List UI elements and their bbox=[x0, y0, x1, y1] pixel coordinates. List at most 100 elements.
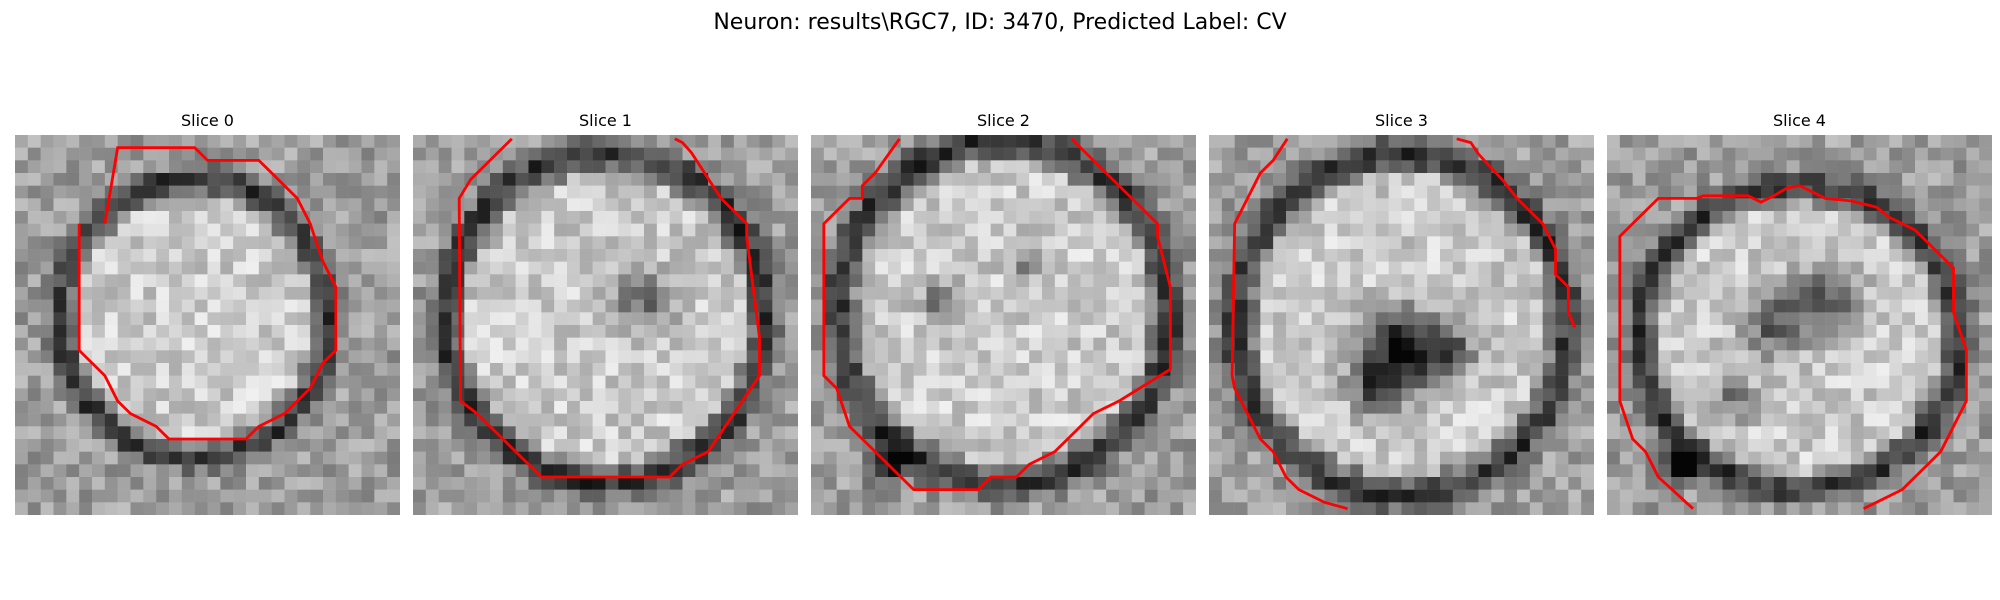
image-pixel bbox=[1645, 401, 1659, 414]
image-pixel bbox=[1067, 350, 1081, 364]
image-pixel bbox=[451, 502, 465, 515]
image-pixel bbox=[1825, 439, 1839, 452]
image-pixel bbox=[1350, 401, 1364, 414]
image-pixel bbox=[1363, 261, 1377, 275]
image-pixel bbox=[965, 198, 979, 212]
image-pixel bbox=[1221, 388, 1235, 402]
image-pixel bbox=[169, 135, 183, 148]
image-pixel bbox=[952, 299, 966, 313]
image-pixel bbox=[348, 287, 362, 300]
image-pixel bbox=[1388, 426, 1402, 440]
image-pixel bbox=[836, 147, 850, 161]
image-pixel bbox=[900, 502, 914, 515]
image-pixel bbox=[977, 249, 991, 262]
image-pixel bbox=[79, 312, 93, 326]
image-pixel bbox=[1735, 401, 1749, 414]
image-pixel bbox=[1761, 401, 1775, 414]
image-pixel bbox=[1773, 299, 1787, 313]
image-pixel bbox=[1684, 426, 1698, 440]
image-pixel bbox=[1144, 337, 1158, 351]
image-pixel bbox=[554, 350, 568, 364]
image-pixel bbox=[1106, 274, 1120, 288]
image-pixel bbox=[438, 198, 452, 212]
image-pixel bbox=[374, 287, 388, 300]
image-pixel bbox=[438, 274, 452, 288]
image-pixel bbox=[1863, 464, 1877, 478]
image-pixel bbox=[1029, 287, 1043, 300]
image-pixel bbox=[1709, 363, 1723, 376]
image-pixel bbox=[502, 337, 516, 351]
image-pixel bbox=[695, 375, 709, 389]
image-pixel bbox=[1902, 439, 1916, 452]
image-pixel bbox=[1093, 375, 1107, 389]
image-pixel bbox=[1414, 135, 1428, 148]
image-pixel bbox=[1209, 337, 1223, 351]
image-pixel bbox=[233, 236, 247, 250]
image-pixel bbox=[669, 451, 683, 465]
image-pixel bbox=[1054, 185, 1068, 199]
image-pixel bbox=[1414, 426, 1428, 440]
image-pixel bbox=[515, 173, 529, 186]
image-pixel bbox=[888, 299, 902, 313]
image-pixel bbox=[1029, 312, 1043, 326]
image-pixel bbox=[952, 388, 966, 402]
image-pixel bbox=[541, 312, 555, 326]
image-pixel bbox=[220, 211, 234, 224]
image-pixel bbox=[130, 198, 144, 212]
image-pixel bbox=[1632, 223, 1646, 237]
image-pixel bbox=[40, 274, 54, 288]
image-pixel bbox=[1915, 388, 1929, 402]
image-pixel bbox=[669, 185, 683, 199]
image-pixel bbox=[1748, 261, 1762, 275]
image-pixel bbox=[40, 185, 54, 199]
image-pixel bbox=[1106, 413, 1120, 427]
image-pixel bbox=[1684, 388, 1698, 402]
image-pixel bbox=[246, 261, 260, 275]
image-pixel bbox=[721, 464, 735, 478]
image-pixel bbox=[1388, 173, 1402, 186]
image-pixel bbox=[1979, 312, 1992, 326]
image-pixel bbox=[374, 401, 388, 414]
image-pixel bbox=[156, 299, 170, 313]
image-pixel bbox=[682, 439, 696, 452]
image-pixel bbox=[220, 401, 234, 414]
image-pixel bbox=[1825, 261, 1839, 275]
image-pixel bbox=[1093, 147, 1107, 161]
image-pixel bbox=[965, 249, 979, 262]
image-pixel bbox=[284, 375, 298, 389]
image-pixel bbox=[1131, 439, 1145, 452]
image-pixel bbox=[990, 401, 1004, 414]
image-pixel bbox=[618, 401, 632, 414]
image-pixel bbox=[1979, 477, 1992, 490]
image-pixel bbox=[490, 401, 504, 414]
image-pixel bbox=[1157, 464, 1171, 478]
image-pixel bbox=[387, 426, 400, 440]
image-pixel bbox=[1927, 426, 1941, 440]
image-pixel bbox=[1773, 211, 1787, 224]
image-pixel bbox=[1440, 426, 1454, 440]
image-pixel bbox=[143, 363, 157, 376]
image-pixel bbox=[1080, 464, 1094, 478]
image-pixel bbox=[579, 147, 593, 161]
image-pixel bbox=[1183, 413, 1196, 427]
image-pixel bbox=[836, 236, 850, 250]
image-pixel bbox=[669, 160, 683, 174]
image-pixel bbox=[900, 299, 914, 313]
image-pixel bbox=[785, 249, 798, 262]
image-pixel bbox=[631, 287, 645, 300]
image-pixel bbox=[567, 249, 581, 262]
image-pixel bbox=[1581, 135, 1594, 148]
image-pixel bbox=[1761, 249, 1775, 262]
image-pixel bbox=[1915, 249, 1929, 262]
image-pixel bbox=[1016, 337, 1030, 351]
image-pixel bbox=[425, 477, 439, 490]
image-pixel bbox=[1427, 388, 1441, 402]
image-pixel bbox=[1658, 464, 1672, 478]
image-pixel bbox=[990, 211, 1004, 224]
image-pixel bbox=[1671, 502, 1685, 515]
image-pixel bbox=[297, 337, 311, 351]
image-pixel bbox=[130, 337, 144, 351]
image-pixel bbox=[990, 236, 1004, 250]
image-pixel bbox=[1247, 274, 1261, 288]
image-pixel bbox=[1504, 198, 1518, 212]
